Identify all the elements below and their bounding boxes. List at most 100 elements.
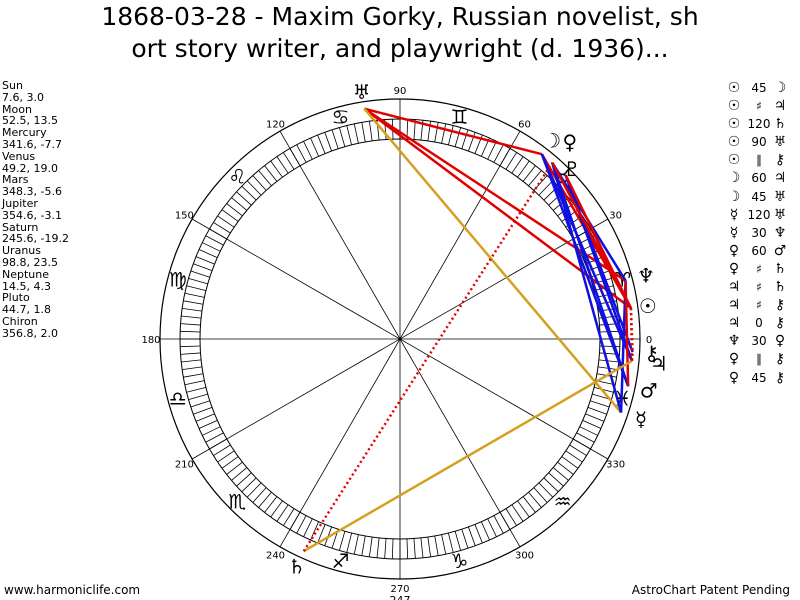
degree-tick [252,487,267,503]
degree-tick [231,467,248,481]
degree-tick [231,197,248,211]
cancer-sign-icon: ♋ [332,105,350,129]
aspect-type: 45 [751,189,767,204]
degree-tick [195,256,215,265]
aspect-line-saturn-venus [302,161,554,552]
planet-name-sun: Sun [2,79,23,92]
degree-label-90: 90 [394,86,407,97]
aspect-row: ☉ ∥ ⚷ [726,152,800,170]
aspect-planet-1: ☽ [727,170,741,187]
chiron-planet-icon: ⚷ [644,341,659,365]
degree-tick [517,160,530,178]
degree-tick [576,432,595,443]
degree-tick [202,242,221,252]
aspect-row: ☉ 120 ♄ [726,116,800,134]
degree-tick [505,152,517,170]
aspect-planet-2: ♅ [773,188,787,205]
degree-tick [198,419,218,429]
aspect-row: ♀ ∥ ⚷ [726,351,800,369]
degree-label-240: 240 [266,551,285,562]
venus-planet-icon: ♀ [563,130,578,154]
aquarius-sign-icon: ♒ [554,490,572,514]
degree-tick [296,144,307,163]
degree-tick [246,180,262,196]
degree-tick [276,156,289,174]
aspect-planet-2: ♄ [773,260,787,277]
aspect-planet-2: ♄ [773,116,787,133]
planet-name-mars: Mars [2,173,29,187]
degree-tick [181,359,202,363]
degree-tick [427,536,432,557]
website-footer[interactable]: www.harmoniclife.com [4,583,141,597]
aspect-row: ☽ 45 ♅ [726,189,800,207]
planet-coords-mercury: 341.6, -7.7 [2,137,62,151]
aspect-row: ♀ 60 ♂ [726,243,800,261]
degree-tick [283,508,295,526]
degree-label-330: 330 [606,460,625,471]
aspect-planet-2: ⚷ [774,297,786,314]
degree-tick [221,209,239,222]
aspect-planet-2: ♃ [773,170,787,187]
aspect-type: 120 [747,117,771,132]
aspect-planet-1: ♀ [728,260,740,277]
degree-tick [565,450,583,463]
libra-sign-icon: ♎ [169,387,187,411]
degree-tick [217,215,235,228]
degree-tick [195,413,215,422]
aspect-line-mars-neptune [624,280,630,387]
virgo-sign-icon: ♍ [169,267,187,291]
degree-tick [361,535,366,556]
gemini-sign-icon: ♊ [451,105,469,129]
degree-tick [241,477,257,493]
degree-tick [303,518,313,537]
degree-tick [205,432,224,443]
degree-tick [434,122,439,143]
aspect-line-neptune-mercury [619,280,627,413]
degree-tick [338,531,346,551]
planet-coords-moon: 52.5, 13.5 [2,114,58,128]
mercury-planet-icon: ☿ [635,407,647,431]
degree-tick [353,534,359,555]
aspect-row: ☉ 90 ♅ [726,134,800,152]
aspect-type: 60 [751,243,767,258]
planet-position-list: Sun 7.6, 3.0 Moon 52.5, 13.5 Mercury 341.6, -… [2,80,69,340]
degree-tick [391,538,394,559]
aspect-row: ☽ 60 ♃ [726,170,800,188]
leo-sign-icon: ♌ [228,164,246,188]
degree-tick [258,491,272,508]
aspect-row: ♃ ♯ ♄ [726,279,800,297]
degree-label-150: 150 [175,211,194,222]
aspect-planet-1: ♆ [727,333,741,350]
degree-tick [188,277,208,285]
aspect-type: 45 [751,370,767,385]
degree-tick [487,518,497,537]
aspect-line-venus-mars [551,162,630,387]
degree-tick [493,144,504,163]
aspect-planet-2: ⚷ [774,351,786,368]
aspect-line-uranus-mercury [363,107,623,414]
degree-tick [190,400,210,408]
aspect-planet-2: ♅ [773,206,787,223]
aspect-type: 45 [751,81,767,95]
aspect-planet-1: ☉ [727,152,741,169]
aspect-line-jupiter-chiron [630,351,634,362]
planet-coords-uranus: 98.8, 23.5 [2,255,58,269]
degree-tick [406,538,409,559]
planet-coords-sun: 7.6, 3.0 [2,90,44,104]
aspect-planet-2: ♆ [773,224,787,241]
degree-tick [180,330,201,333]
aspect-planet-1: ♀ [728,351,740,368]
aspect-row: ♀ 45 ⚷ [726,370,800,388]
aspect-planet-2: ☽ [773,80,787,96]
degree-tick [413,538,416,559]
planet-coords-mars: 348.3, -5.6 [2,185,62,199]
degree-tick [331,129,339,149]
planet-name-moon: Moon [2,102,32,116]
saturn-planet-icon: ♄ [288,555,306,579]
sagittarius-sign-icon: ♐ [332,549,350,573]
degree-tick [522,165,536,182]
degree-tick [528,170,542,187]
aspect-planet-1: ☽ [727,188,741,205]
chart-title-line-2: ort story writer, and playwright (d. 193… [131,34,669,63]
